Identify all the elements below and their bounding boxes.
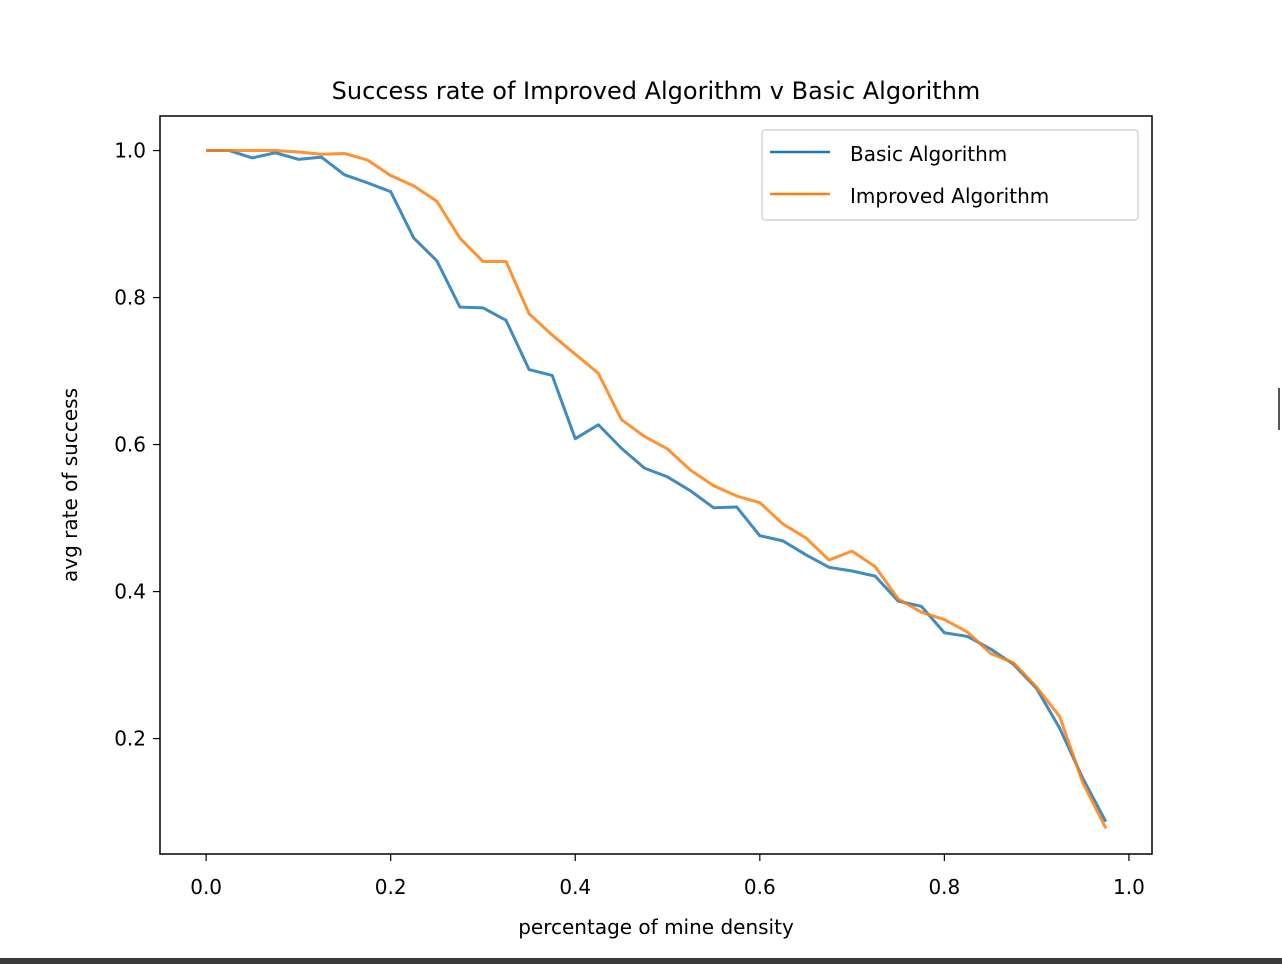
x-tick-label: 0.2 [375, 875, 407, 899]
y-axis: 0.2 0.4 0.6 0.8 1.0 [114, 139, 160, 751]
series-line-basic [206, 149, 1108, 823]
y-tick-label: 0.6 [114, 433, 146, 457]
y-tick-label: 0.2 [114, 727, 146, 751]
x-axis: 0.0 0.2 0.4 0.6 0.8 1.0 [190, 854, 1145, 899]
legend-box [761, 129, 1139, 221]
y-tick-label: 0.8 [114, 286, 146, 310]
legend: Basic Algorithm Improved Algorithm [761, 129, 1139, 221]
window-bottom-border [0, 958, 1282, 964]
plot-area [206, 149, 1108, 829]
x-tick-label: 0.4 [559, 875, 591, 899]
x-tick-label: 0.6 [744, 875, 776, 899]
legend-label-basic: Basic Algorithm [850, 142, 1007, 166]
y-axis-label: avg rate of success [58, 388, 82, 582]
x-tick-label: 0.8 [928, 875, 960, 899]
window-edge-marker [1278, 388, 1280, 430]
x-tick-label: 1.0 [1113, 875, 1145, 899]
y-tick-label: 1.0 [114, 139, 146, 163]
series-line-improved [206, 149, 1108, 829]
y-tick-label: 0.4 [114, 580, 146, 604]
axes-frame [159, 115, 1153, 855]
chart-title: Success rate of Improved Algorithm v Bas… [332, 77, 981, 105]
legend-label-improved: Improved Algorithm [850, 184, 1049, 208]
x-tick-label: 0.0 [190, 875, 222, 899]
x-axis-label: percentage of mine density [518, 915, 794, 939]
